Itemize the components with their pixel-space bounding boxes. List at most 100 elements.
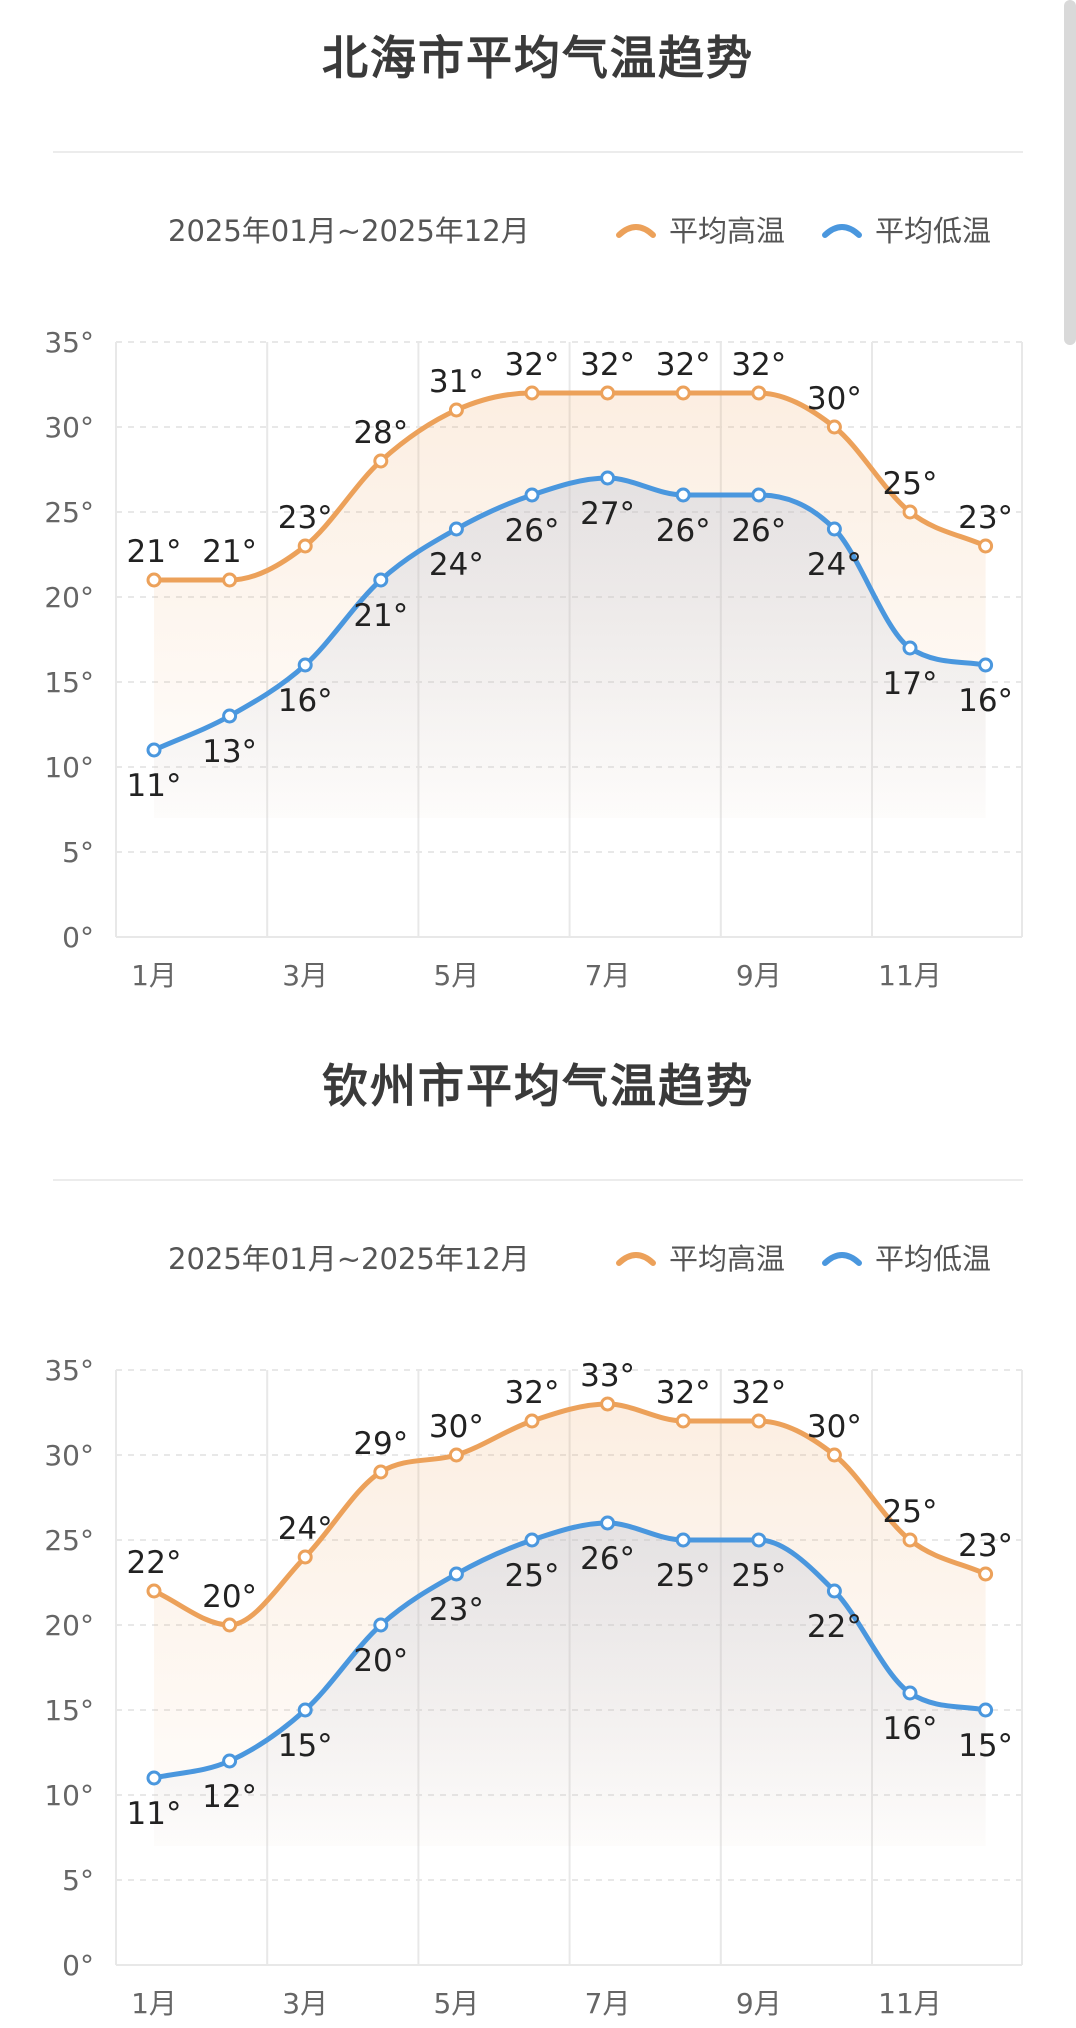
data-point-high[interactable]	[222, 1617, 238, 1633]
data-point-low[interactable]	[146, 1770, 162, 1786]
y-tick-label: 10°	[44, 1779, 94, 1812]
data-point-low[interactable]	[751, 1532, 767, 1548]
series-line-high	[151, 1401, 989, 1628]
data-point-high[interactable]	[751, 1413, 767, 1429]
data-label-high: 32°	[505, 347, 560, 383]
data-label-low: 24°	[429, 547, 484, 583]
y-tick-label: 25°	[44, 496, 94, 529]
y-tick-label: 35°	[44, 1354, 94, 1387]
y-tick-label: 30°	[44, 1439, 94, 1472]
data-point-high[interactable]	[146, 1583, 162, 1599]
data-point-low[interactable]	[902, 640, 918, 656]
data-label-high: 30°	[807, 1409, 862, 1445]
data-label-low: 11°	[127, 768, 182, 804]
data-label-high: 32°	[505, 1375, 560, 1411]
data-point-high[interactable]	[978, 1566, 994, 1582]
data-point-high[interactable]	[902, 504, 918, 520]
data-point-high[interactable]	[448, 1447, 464, 1463]
legend-label-high: 平均高温	[669, 214, 786, 248]
y-tick-label: 15°	[44, 1694, 94, 1727]
data-label-high: 21°	[127, 534, 182, 570]
data-label-high: 21°	[202, 534, 257, 570]
chart-legend[interactable]: 平均高温 平均低温	[615, 1236, 991, 1278]
legend-line-icon-high	[616, 1252, 656, 1266]
data-point-low[interactable]	[448, 1566, 464, 1582]
data-point-low[interactable]	[600, 1515, 616, 1531]
data-label-low: 15°	[278, 1728, 333, 1764]
y-tick-label: 10°	[44, 751, 94, 784]
data-point-low[interactable]	[222, 708, 238, 724]
data-point-high[interactable]	[978, 538, 994, 554]
data-label-high: 30°	[429, 1409, 484, 1445]
data-point-low[interactable]	[448, 521, 464, 537]
data-point-high[interactable]	[373, 1464, 389, 1480]
data-point-high[interactable]	[902, 1532, 918, 1548]
data-point-high[interactable]	[675, 385, 691, 401]
data-point-high[interactable]	[373, 453, 389, 469]
chart-legend[interactable]: 平均高温 平均低温	[615, 208, 991, 250]
data-point-high[interactable]	[524, 1413, 540, 1429]
x-tick-label: 1月	[131, 1987, 177, 2020]
data-point-high[interactable]	[524, 385, 540, 401]
data-point-low[interactable]	[675, 487, 691, 503]
x-tick-label: 5月	[433, 1987, 479, 2020]
data-point-high[interactable]	[751, 385, 767, 401]
legend-item-high[interactable]: 平均高温	[615, 208, 785, 250]
data-point-high[interactable]	[448, 402, 464, 418]
data-label-low: 26°	[656, 513, 711, 549]
data-point-low[interactable]	[297, 1702, 313, 1718]
data-point-low[interactable]	[524, 1532, 540, 1548]
data-point-high[interactable]	[297, 538, 313, 554]
data-label-low: 16°	[883, 1711, 938, 1747]
series-line-low	[151, 475, 989, 753]
data-point-high[interactable]	[297, 1549, 313, 1565]
date-range: 2025年01月~2025年12月	[168, 214, 530, 248]
data-point-high[interactable]	[675, 1413, 691, 1429]
x-tick-label: 9月	[736, 1987, 782, 2020]
data-point-low[interactable]	[297, 657, 313, 673]
data-point-low[interactable]	[222, 1753, 238, 1769]
low-temp-area	[154, 478, 986, 818]
legend-item-low[interactable]: 平均低温	[821, 208, 991, 250]
data-point-high[interactable]	[222, 572, 238, 588]
data-point-high[interactable]	[600, 385, 616, 401]
data-point-low[interactable]	[373, 1617, 389, 1633]
data-label-low: 16°	[958, 683, 1013, 719]
data-point-high[interactable]	[826, 1447, 842, 1463]
data-label-low: 12°	[202, 1779, 257, 1815]
legend-label-low: 平均低温	[875, 1242, 992, 1276]
legend-item-high[interactable]: 平均高温	[615, 1236, 785, 1278]
data-point-low[interactable]	[373, 572, 389, 588]
data-point-low[interactable]	[902, 1685, 918, 1701]
legend-item-low[interactable]: 平均低温	[821, 1236, 991, 1278]
data-point-high[interactable]	[146, 572, 162, 588]
data-label-low: 24°	[807, 547, 862, 583]
data-label-low: 16°	[278, 683, 333, 719]
y-tick-label: 0°	[62, 1949, 94, 1982]
data-point-low[interactable]	[751, 487, 767, 503]
data-point-low[interactable]	[524, 487, 540, 503]
data-point-low[interactable]	[675, 1532, 691, 1548]
x-tick-label: 11月	[878, 959, 942, 992]
data-label-high: 30°	[807, 381, 862, 417]
data-point-low[interactable]	[978, 1702, 994, 1718]
data-point-low[interactable]	[826, 521, 842, 537]
divider	[53, 1179, 1023, 1181]
legend-line-icon-high	[616, 224, 656, 238]
data-point-low[interactable]	[146, 742, 162, 758]
data-point-low[interactable]	[600, 470, 616, 486]
x-tick-label: 7月	[585, 1987, 631, 2020]
legend-line-icon-low	[822, 1252, 863, 1266]
data-label-low: 22°	[807, 1609, 862, 1645]
data-label-high: 20°	[202, 1579, 257, 1615]
data-label-high: 32°	[656, 1375, 711, 1411]
data-point-high[interactable]	[600, 1396, 616, 1412]
data-point-high[interactable]	[826, 419, 842, 435]
data-label-low: 27°	[580, 496, 635, 532]
data-label-high: 23°	[958, 1528, 1013, 1564]
data-point-low[interactable]	[978, 657, 994, 673]
page-scrollbar[interactable]	[1064, 0, 1076, 345]
data-point-low[interactable]	[826, 1583, 842, 1599]
data-label-high: 23°	[278, 500, 333, 536]
y-tick-label: 20°	[44, 581, 94, 614]
